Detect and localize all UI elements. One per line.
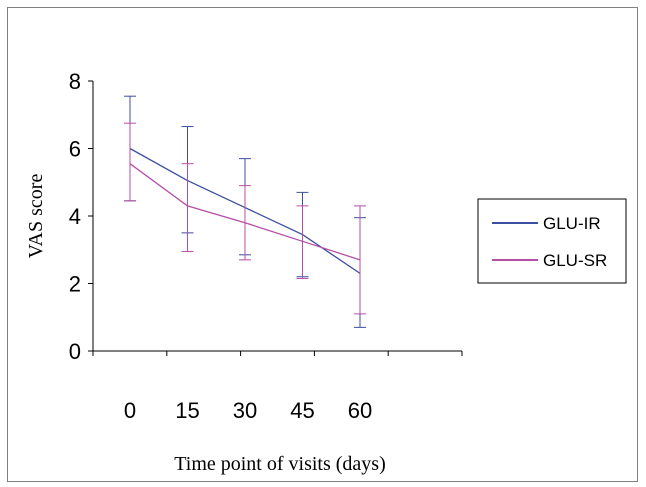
- x-ticks: 0 15 30 45 60: [92, 351, 463, 423]
- y-axis-title: VAS score: [25, 174, 47, 259]
- x-tick-label: 45: [290, 398, 314, 423]
- legend-label: GLU-SR: [543, 251, 607, 270]
- x-tick-label: 0: [124, 398, 136, 423]
- x-tick-label: 30: [233, 398, 257, 423]
- x-tick-label: 15: [175, 398, 199, 423]
- legend-label: GLU-IR: [543, 214, 601, 233]
- y-tick-label: 4: [69, 204, 81, 229]
- x-tick-label: 60: [348, 398, 372, 423]
- x-axis-title: Time point of visits (days): [174, 453, 386, 475]
- y-tick-label: 8: [69, 69, 81, 94]
- y-tick-label: 6: [69, 137, 81, 162]
- y-tick-label: 0: [69, 339, 81, 364]
- legend-box: [477, 198, 627, 284]
- series-glu-sr: [124, 122, 366, 315]
- legend: GLU-IR GLU-SR: [477, 198, 627, 284]
- y-ticks: 0 2 4 6 8: [69, 69, 93, 364]
- y-tick-label: 2: [69, 272, 81, 297]
- series-layer: [124, 95, 366, 328]
- axes: [92, 81, 462, 352]
